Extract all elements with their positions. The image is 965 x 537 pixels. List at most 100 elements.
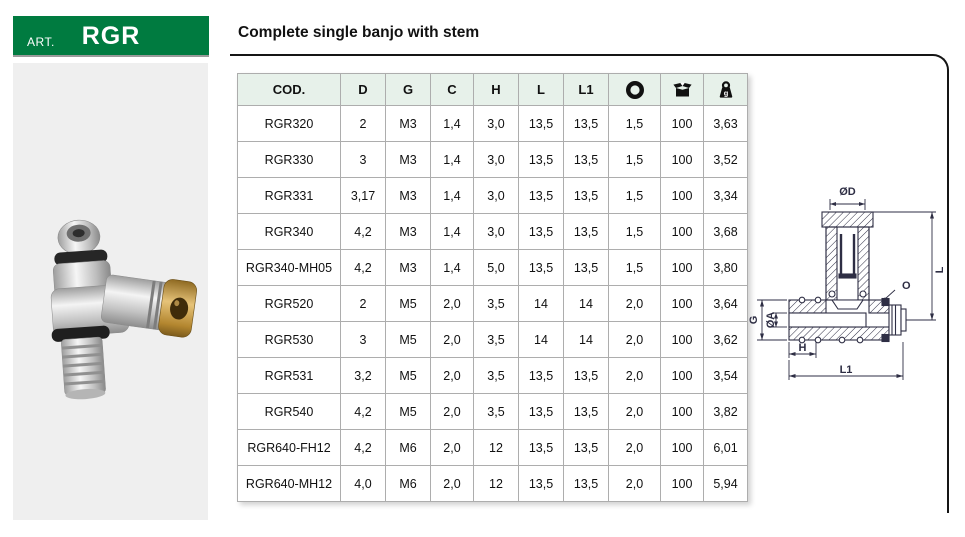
cell-c: 1,4 — [430, 141, 474, 178]
cell-cod: RGR531 — [237, 357, 341, 394]
cell-h: 3,5 — [473, 357, 519, 394]
cell-d: 3,17 — [340, 177, 386, 214]
cell-oring: 1,5 — [608, 141, 661, 178]
dim-label-oa: ØA — [765, 312, 777, 329]
col-header-weight: g — [703, 73, 748, 106]
cell-weight: 3,34 — [703, 177, 748, 214]
cell-d: 4,0 — [340, 465, 386, 502]
cell-weight: 6,01 — [703, 429, 748, 466]
cell-weight: 3,62 — [703, 321, 748, 358]
cell-l: 13,5 — [518, 105, 564, 142]
cell-weight: 5,94 — [703, 465, 748, 502]
cell-l: 13,5 — [518, 177, 564, 214]
cell-g: M5 — [385, 285, 431, 322]
cell-qty: 100 — [660, 429, 704, 466]
page-title: Complete single banjo with stem — [238, 24, 480, 41]
cell-h: 3,0 — [473, 141, 519, 178]
table-row: RGR640-MH12 4,0 M6 2,0 12 13,5 13,5 2,0 … — [237, 465, 748, 502]
dim-label-od: ØD — [839, 186, 856, 198]
cell-l1: 13,5 — [563, 141, 609, 178]
cell-l: 13,5 — [518, 429, 564, 466]
col-header-l: L — [518, 73, 564, 106]
cell-l1: 13,5 — [563, 105, 609, 142]
cell-oring: 1,5 — [608, 249, 661, 286]
cell-g: M3 — [385, 177, 431, 214]
cell-d: 3 — [340, 321, 386, 358]
col-header-oring — [608, 73, 661, 106]
cell-l: 13,5 — [518, 393, 564, 430]
cell-oring: 2,0 — [608, 393, 661, 430]
cell-weight: 3,68 — [703, 213, 748, 250]
table-row: RGR331 3,17 M3 1,4 3,0 13,5 13,5 1,5 100… — [237, 177, 748, 214]
cell-h: 3,5 — [473, 285, 519, 322]
cell-g: M6 — [385, 429, 431, 466]
dim-label-l: L — [934, 266, 946, 273]
weight-unit-glyph: g — [723, 88, 728, 97]
cell-l1: 13,5 — [563, 249, 609, 286]
cell-oring: 2,0 — [608, 465, 661, 502]
cell-l1: 13,5 — [563, 393, 609, 430]
cell-d: 2 — [340, 285, 386, 322]
cell-g: M3 — [385, 141, 431, 178]
col-header-package — [660, 73, 704, 106]
cell-c: 2,0 — [430, 285, 474, 322]
art-label: ART. — [27, 35, 55, 49]
cell-g: M3 — [385, 105, 431, 142]
dimensions-table: COD. D G C H L L1 — [237, 73, 748, 502]
cell-d: 4,2 — [340, 429, 386, 466]
cell-c: 2,0 — [430, 465, 474, 502]
cell-l1: 13,5 — [563, 177, 609, 214]
cell-weight: 3,80 — [703, 249, 748, 286]
cell-weight: 3,63 — [703, 105, 748, 142]
article-code: RGR — [81, 22, 141, 50]
cell-qty: 100 — [660, 177, 704, 214]
table-row: RGR340-MH05 4,2 M3 1,4 5,0 13,5 13,5 1,5… — [237, 249, 748, 286]
cell-d: 2 — [340, 105, 386, 142]
weight-grams-icon: g — [719, 80, 732, 98]
header-divider — [13, 55, 209, 57]
col-header-l1: L1 — [563, 73, 609, 106]
cell-qty: 100 — [660, 213, 704, 250]
cell-weight: 3,52 — [703, 141, 748, 178]
dim-label-o: O — [902, 280, 911, 292]
cell-c: 2,0 — [430, 393, 474, 430]
cell-h: 3,0 — [473, 213, 519, 250]
cell-cod: RGR320 — [237, 105, 341, 142]
cell-l1: 14 — [563, 321, 609, 358]
cell-l1: 13,5 — [563, 357, 609, 394]
cross-section-drawing: ØD L O G ØA H L1 — [748, 186, 946, 380]
col-header-cod: COD. — [237, 73, 341, 106]
cell-h: 5,0 — [473, 249, 519, 286]
table-row: RGR540 4,2 M5 2,0 3,5 13,5 13,5 2,0 100 … — [237, 393, 748, 430]
col-header-d: D — [340, 73, 386, 106]
cell-c: 2,0 — [430, 429, 474, 466]
product-photo — [13, 63, 208, 520]
cell-qty: 100 — [660, 249, 704, 286]
cell-qty: 100 — [660, 285, 704, 322]
cell-l1: 14 — [563, 285, 609, 322]
table-row: RGR340 4,2 M3 1,4 3,0 13,5 13,5 1,5 100 … — [237, 213, 748, 250]
cell-cod: RGR520 — [237, 285, 341, 322]
cell-l: 13,5 — [518, 213, 564, 250]
cell-h: 3,0 — [473, 105, 519, 142]
cell-qty: 100 — [660, 465, 704, 502]
cell-d: 4,2 — [340, 393, 386, 430]
col-header-h: H — [473, 73, 519, 106]
cell-h: 3,5 — [473, 321, 519, 358]
cell-oring: 2,0 — [608, 357, 661, 394]
cell-d: 3 — [340, 141, 386, 178]
cell-l: 13,5 — [518, 141, 564, 178]
col-header-g: G — [385, 73, 431, 106]
o-ring-icon — [625, 80, 644, 99]
cell-d: 4,2 — [340, 249, 386, 286]
col-header-c: C — [430, 73, 474, 106]
cell-cod: RGR330 — [237, 141, 341, 178]
cell-qty: 100 — [660, 141, 704, 178]
cell-oring: 1,5 — [608, 213, 661, 250]
cell-weight: 3,64 — [703, 285, 748, 322]
dim-label-h: H — [799, 342, 807, 354]
cell-g: M3 — [385, 213, 431, 250]
cell-c: 1,4 — [430, 177, 474, 214]
cell-g: M3 — [385, 249, 431, 286]
table-header-row: COD. D G C H L L1 — [237, 73, 748, 106]
